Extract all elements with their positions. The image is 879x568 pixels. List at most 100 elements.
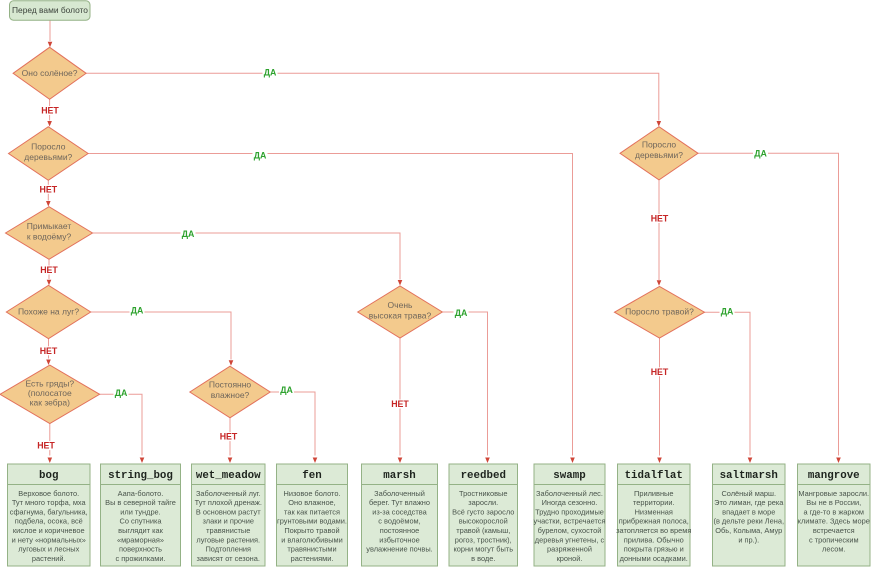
svg-text:string_bog: string_bog	[108, 470, 173, 482]
svg-text:Трудно проходимые: Трудно проходимые	[535, 507, 604, 516]
svg-text:зависят от сезона.: зависят от сезона.	[197, 554, 260, 563]
svg-text:рогоз, тростник),: рогоз, тростник),	[455, 535, 512, 544]
svg-text:так как питается: так как питается	[284, 507, 340, 516]
svg-text:и влаголюбивыми: и влаголюбивыми	[281, 535, 343, 544]
svg-text:Подтопления: Подтопления	[205, 545, 251, 554]
svg-text:НЕТ: НЕТ	[40, 346, 58, 356]
svg-text:НЕТ: НЕТ	[41, 106, 59, 116]
svg-text:НЕТ: НЕТ	[391, 399, 409, 409]
svg-text:Поросло травой?: Поросло травой?	[625, 307, 694, 317]
svg-text:избыточное: избыточное	[379, 535, 419, 544]
svg-text:ДА: ДА	[115, 388, 128, 398]
svg-text:Заболоченный: Заболоченный	[374, 489, 425, 498]
svg-text:сфагнума, багульника,: сфагнума, багульника,	[10, 507, 88, 516]
svg-text:а где-то в жарком: а где-то в жарком	[803, 507, 864, 516]
svg-text:Очень: Очень	[388, 300, 413, 310]
svg-text:Похоже на луг?: Похоже на луг?	[18, 307, 79, 317]
svg-text:НЕТ: НЕТ	[40, 265, 58, 275]
svg-text:участки, встречается: участки, встречается	[534, 517, 606, 526]
svg-text:прилива. Обычно: прилива. Обычно	[624, 535, 684, 544]
svg-text:НЕТ: НЕТ	[37, 441, 55, 451]
svg-text:с прожилками.: с прожилками.	[115, 554, 165, 563]
svg-text:злаки и прочие: злаки и прочие	[203, 517, 254, 526]
svg-text:выглядит как: выглядит как	[118, 526, 163, 535]
svg-text:как зебра): как зебра)	[30, 398, 70, 408]
svg-text:к водоёму?: к водоёму?	[27, 232, 72, 242]
svg-text:постоянное: постоянное	[380, 526, 420, 535]
svg-text:Заболоченный луг.: Заболоченный луг.	[196, 489, 261, 498]
svg-text:swamp: swamp	[553, 470, 585, 482]
svg-text:Тут много торфа, мха: Тут много торфа, мха	[12, 498, 87, 507]
svg-text:Мангровые заросли.: Мангровые заросли.	[798, 489, 869, 498]
svg-text:Тут плохой дренаж.: Тут плохой дренаж.	[195, 498, 262, 507]
svg-text:высокая трава?: высокая трава?	[369, 311, 432, 321]
svg-text:поверхность: поверхность	[119, 545, 162, 554]
svg-text:растений.: растений.	[32, 554, 66, 563]
svg-text:и нету «нормальных»: и нету «нормальных»	[12, 535, 86, 544]
svg-text:Заболоченный лес.: Заболоченный лес.	[536, 489, 603, 498]
svg-text:ДА: ДА	[754, 148, 767, 158]
svg-text:деревьями?: деревьями?	[635, 150, 683, 160]
svg-text:ДА: ДА	[182, 229, 195, 239]
svg-text:бурелом, сухостой: бурелом, сухостой	[538, 526, 602, 535]
svg-text:Оно влажное,: Оно влажное,	[288, 498, 335, 507]
svg-text:wet_meadow: wet_meadow	[196, 470, 261, 482]
svg-text:marsh: marsh	[383, 470, 415, 482]
svg-text:Поросло: Поросло	[31, 142, 66, 152]
svg-text:берег. Тут влажно: берег. Тут влажно	[369, 498, 430, 507]
svg-text:Покрыто травой: Покрыто травой	[284, 526, 339, 535]
svg-text:в воде.: в воде.	[471, 554, 495, 563]
svg-text:подбела, осока, всё: подбела, осока, всё	[15, 517, 83, 526]
svg-text:(полосатое: (полосатое	[28, 388, 72, 398]
svg-text:«мраморная»: «мраморная»	[117, 535, 164, 544]
svg-text:впадает в море: впадает в море	[722, 507, 775, 516]
svg-text:Поросло: Поросло	[642, 140, 677, 150]
svg-text:и пр.).: и пр.).	[738, 535, 759, 544]
svg-text:влажное?: влажное?	[211, 390, 250, 400]
svg-text:tidalflat: tidalflat	[625, 470, 683, 482]
svg-text:встречается: встречается	[813, 526, 855, 535]
svg-text:Перед вами болото: Перед вами болото	[12, 5, 88, 15]
svg-text:fen: fen	[302, 470, 321, 482]
svg-text:заросли.: заросли.	[468, 498, 498, 507]
svg-text:или тундре.: или тундре.	[120, 507, 160, 516]
svg-text:Приливные: Приливные	[634, 489, 673, 498]
svg-text:кислое и коричневое: кислое и коричневое	[13, 526, 85, 535]
svg-text:донными осадками.: донными осадками.	[620, 554, 688, 563]
svg-text:НЕТ: НЕТ	[220, 432, 238, 442]
svg-text:reedbed: reedbed	[461, 470, 506, 482]
svg-text:Верховое болото.: Верховое болото.	[18, 489, 79, 498]
svg-text:грунтовыми водами.: грунтовыми водами.	[277, 517, 347, 526]
svg-text:высокорослой: высокорослой	[459, 517, 508, 526]
svg-text:В основном растут: В основном растут	[196, 507, 261, 516]
svg-text:НЕТ: НЕТ	[651, 367, 669, 377]
svg-text:Низменная: Низменная	[635, 507, 673, 516]
svg-text:территории.: территории.	[633, 498, 675, 507]
svg-text:травянистые: травянистые	[206, 526, 250, 535]
svg-text:Солёный марш.: Солёный марш.	[721, 489, 776, 498]
svg-text:покрыта грязью и: покрыта грязью и	[624, 545, 684, 554]
svg-text:растениями.: растениями.	[291, 554, 334, 563]
svg-text:Аапа-болото.: Аапа-болото.	[118, 489, 164, 498]
svg-text:Есть гряды?: Есть гряды?	[25, 379, 74, 389]
svg-text:Обь, Колыма, Амур: Обь, Колыма, Амур	[715, 526, 782, 535]
svg-text:(в дельте реки Лена,: (в дельте реки Лена,	[713, 517, 784, 526]
svg-text:ДА: ДА	[131, 305, 144, 315]
svg-text:деревьями?: деревьями?	[24, 152, 72, 162]
svg-text:корни могут быть: корни могут быть	[453, 545, 513, 554]
svg-text:с водоёмом,: с водоёмом,	[378, 517, 420, 526]
svg-text:ДА: ДА	[280, 385, 293, 395]
svg-text:mangrove: mangrove	[808, 470, 860, 482]
svg-text:затопляется во время: затопляется во время	[616, 526, 691, 535]
svg-text:разряженной: разряженной	[547, 545, 592, 554]
svg-text:травой (камыш,: травой (камыш,	[456, 526, 510, 535]
svg-text:Низовое болото.: Низовое болото.	[284, 489, 341, 498]
svg-text:ДА: ДА	[455, 308, 468, 318]
svg-text:НЕТ: НЕТ	[39, 184, 57, 194]
svg-text:климате. Здесь море: климате. Здесь море	[798, 517, 870, 526]
svg-text:Со спутника: Со спутника	[120, 517, 163, 526]
svg-text:Иногда сезонно.: Иногда сезонно.	[542, 498, 598, 507]
svg-text:с тропическим: с тропическим	[809, 535, 859, 544]
svg-text:bog: bog	[39, 470, 58, 482]
svg-text:из-за соседства: из-за соседства	[372, 507, 427, 516]
